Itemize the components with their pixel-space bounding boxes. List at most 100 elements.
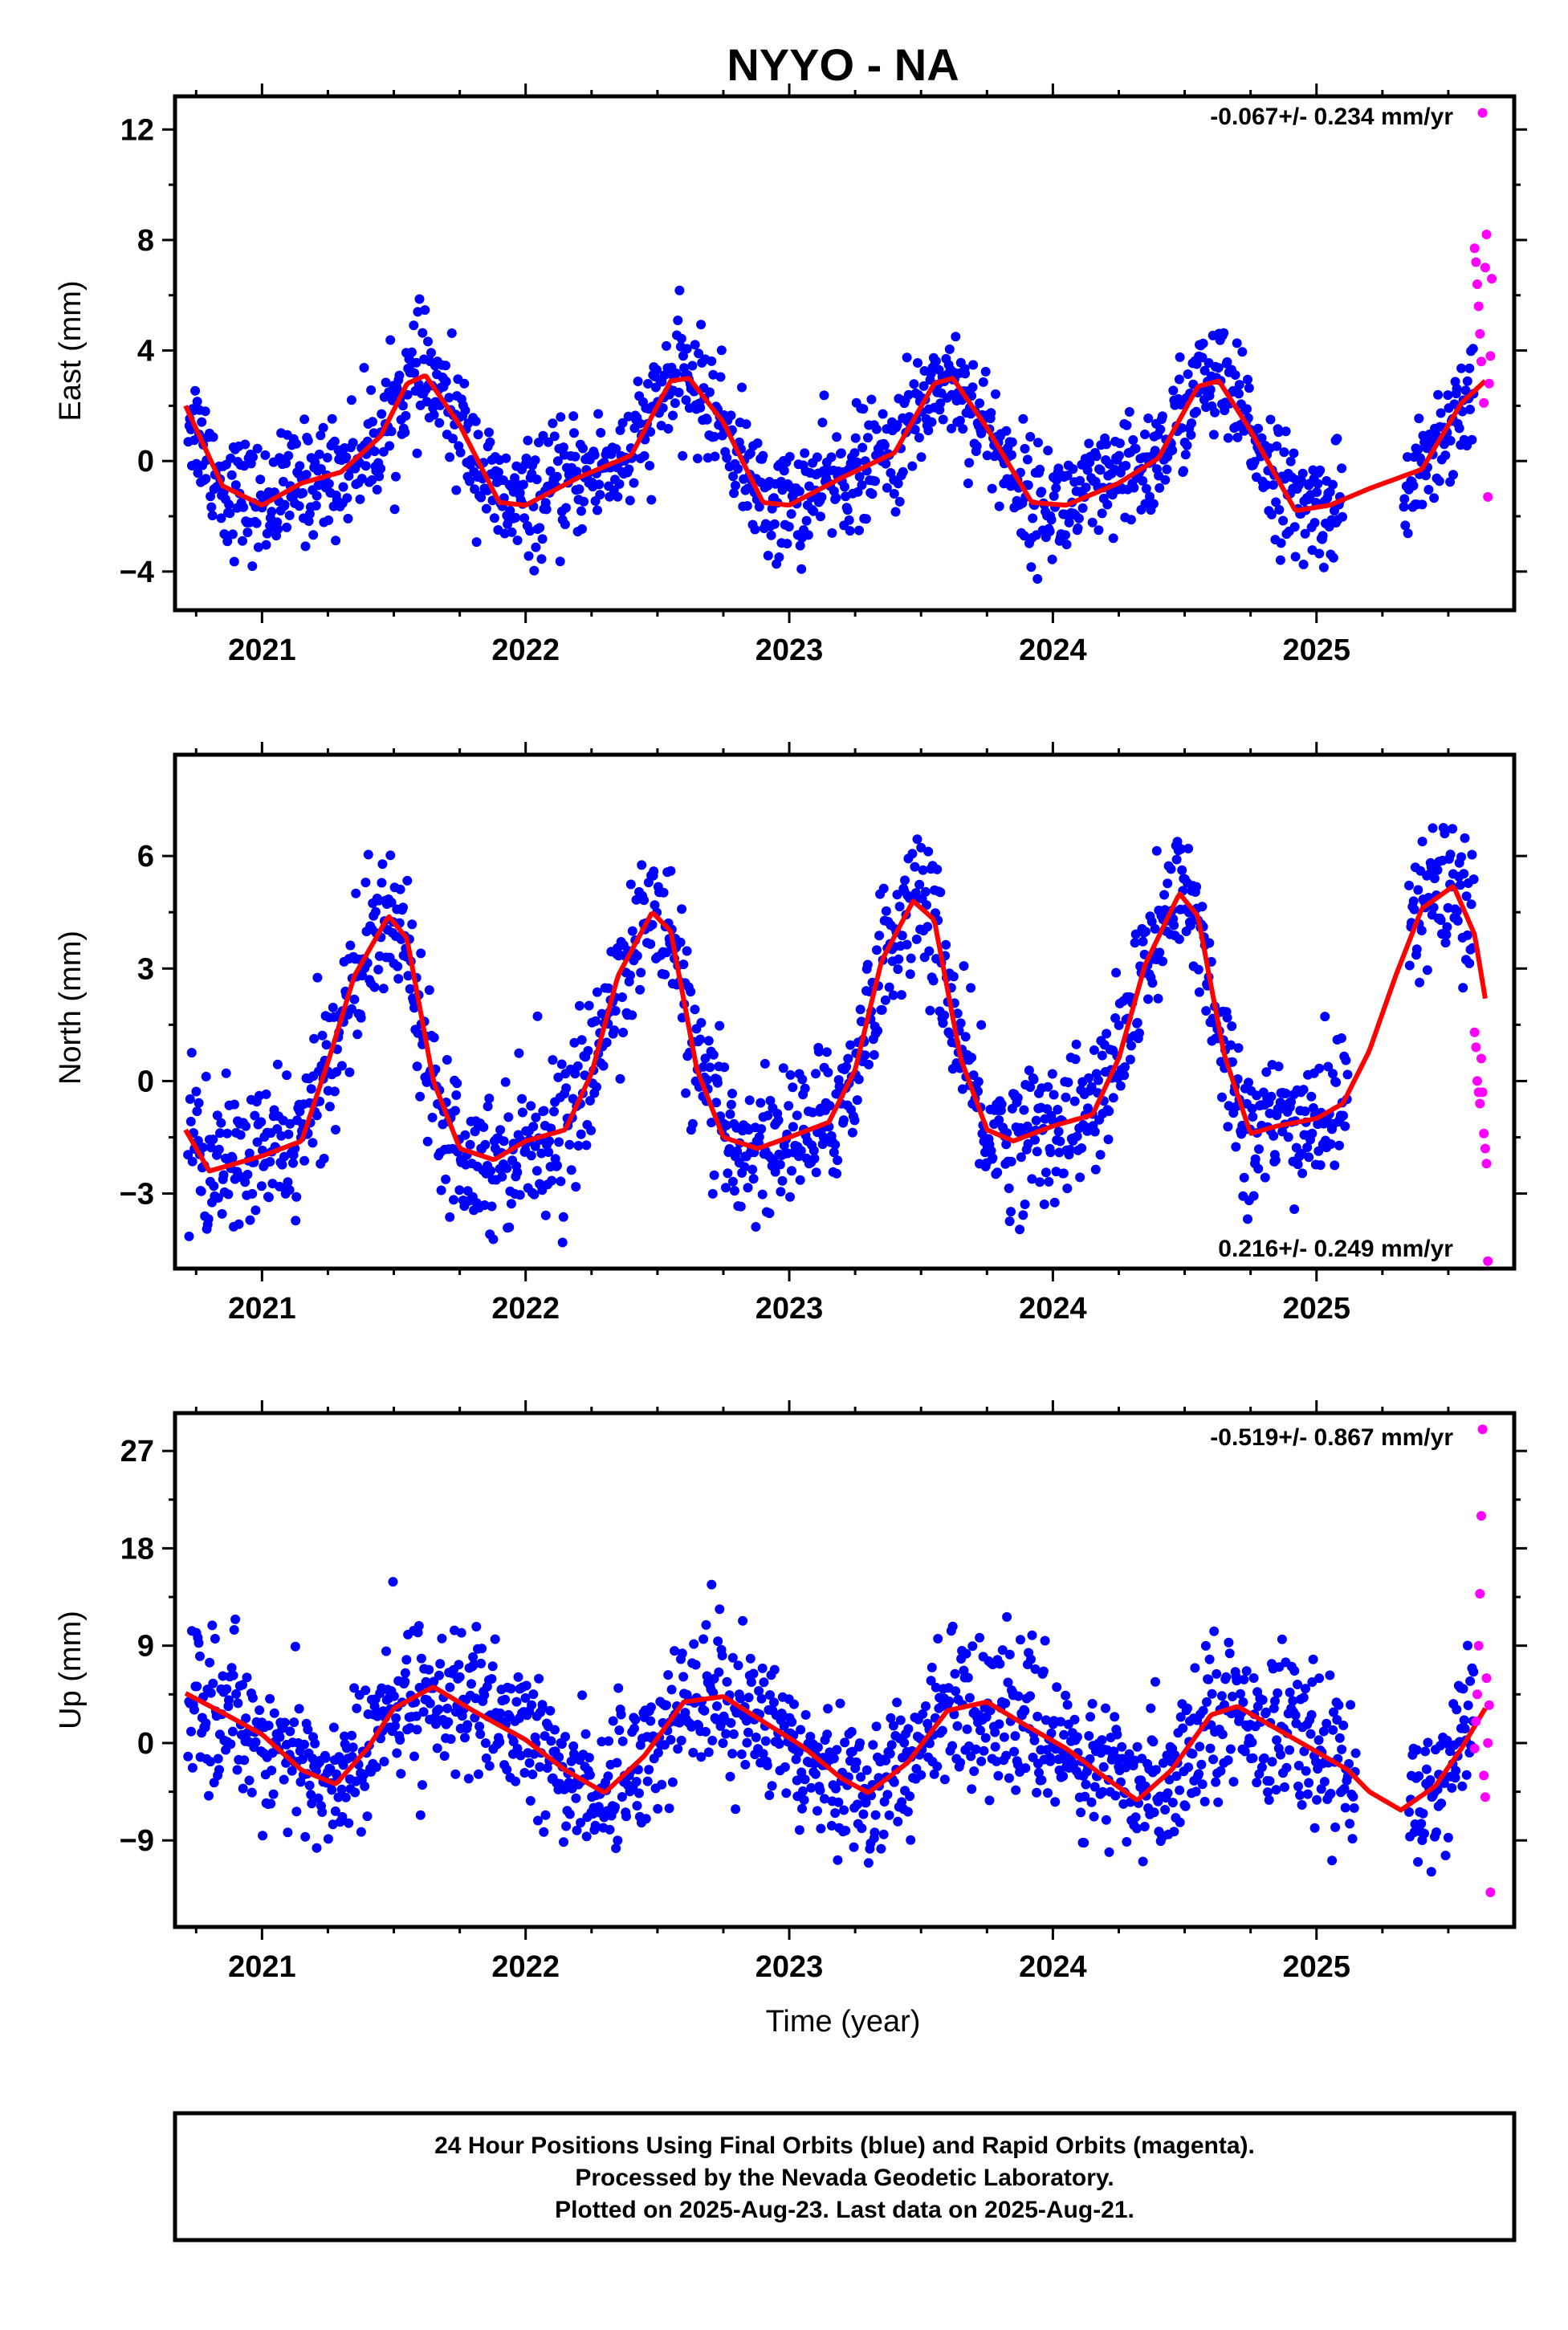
up-final-point: [984, 1795, 995, 1806]
east-y-tick-label: 0: [137, 445, 154, 479]
north-final-point: [1456, 852, 1467, 862]
north-final-point: [1125, 1054, 1135, 1065]
east-final-point: [676, 333, 686, 344]
up-final-point: [238, 1680, 247, 1690]
up-final-point: [617, 1792, 627, 1802]
north-final-point: [703, 1036, 714, 1046]
up-final-point: [813, 1806, 822, 1816]
east-final-point: [861, 514, 871, 524]
east-final-point: [1408, 480, 1419, 491]
east-final-point: [731, 480, 740, 491]
east-final-point: [1440, 450, 1451, 461]
up-final-point: [604, 1736, 614, 1746]
east-final-point: [1148, 499, 1159, 509]
up-final-point: [1199, 1796, 1210, 1807]
north-final-point: [574, 1000, 584, 1011]
east-final-point: [1289, 522, 1300, 532]
north-final-point: [966, 983, 976, 993]
east-final-point: [219, 529, 230, 540]
up-final-point: [1248, 1753, 1258, 1763]
east-final-point: [1095, 465, 1106, 475]
east-final-point: [1037, 487, 1047, 497]
up-final-point: [823, 1704, 833, 1714]
north-final-point: [894, 902, 905, 912]
east-final-point: [963, 479, 973, 488]
up-final-point: [303, 1725, 313, 1735]
up-final-point: [902, 1807, 913, 1817]
east-final-point: [558, 442, 568, 453]
north-final-point: [1006, 1156, 1016, 1167]
north-final-point: [1302, 1143, 1313, 1152]
east-final-point: [663, 424, 674, 434]
up-final-point: [1056, 1717, 1065, 1727]
up-final-point: [1151, 1676, 1160, 1687]
up-final-point: [283, 1827, 293, 1838]
east-final-point: [369, 446, 380, 457]
up-final-point: [851, 1757, 861, 1767]
north-final-point: [744, 1095, 755, 1106]
up-final-point: [299, 1739, 309, 1750]
east-final-point: [737, 382, 747, 393]
up-final-point: [1345, 1819, 1355, 1829]
east-final-point: [1114, 438, 1125, 449]
east-final-point: [1281, 426, 1291, 437]
north-final-point: [360, 878, 371, 888]
north-final-point: [1422, 965, 1432, 976]
up-final-point: [381, 1646, 391, 1656]
north-final-point: [1243, 1214, 1252, 1224]
north-final-point: [1114, 1020, 1124, 1030]
up-final-point: [664, 1803, 674, 1814]
up-final-point: [846, 1726, 857, 1737]
up-final-point: [718, 1738, 728, 1749]
footer-line-3: Plotted on 2025-Aug-23. Last data on 202…: [555, 2197, 1134, 2223]
x-axis-label: Time (year): [766, 2005, 921, 2039]
north-final-point: [549, 1106, 559, 1117]
up-final-point: [1037, 1775, 1047, 1786]
up-final-point: [226, 1663, 237, 1673]
up-final-point: [208, 1678, 218, 1688]
north-final-point: [1460, 833, 1470, 843]
up-final-point: [1170, 1750, 1180, 1760]
north-final-point: [821, 1047, 832, 1057]
north-final-point: [1468, 874, 1479, 885]
north-final-point: [923, 846, 934, 857]
north-final-point: [209, 1181, 219, 1191]
east-final-point: [902, 352, 912, 363]
east-final-point: [1328, 552, 1338, 563]
up-final-point: [769, 1697, 779, 1708]
east-rate-label: -0.067+/- 0.234 mm/yr: [1210, 104, 1453, 130]
up-final-point: [727, 1749, 738, 1759]
up-final-point: [456, 1627, 466, 1638]
north-final-point: [576, 1129, 586, 1139]
north-final-point: [1077, 1143, 1087, 1153]
north-final-point: [1331, 1077, 1342, 1087]
north-final-point: [235, 1130, 246, 1140]
north-final-point: [552, 1160, 562, 1171]
east-final-point: [1232, 432, 1243, 442]
up-final-point: [577, 1690, 588, 1701]
east-final-point: [512, 536, 523, 545]
east-final-point: [312, 491, 322, 501]
up-final-point: [323, 1834, 333, 1844]
east-y-tick-label: 8: [137, 224, 154, 258]
north-final-point: [1177, 865, 1187, 875]
up-final-point: [921, 1701, 931, 1711]
north-final-point: [502, 1163, 512, 1173]
up-final-point: [994, 1719, 1004, 1729]
east-final-points: [183, 285, 1479, 584]
north-final-point: [719, 1062, 730, 1073]
north-final-point: [1115, 1081, 1126, 1091]
north-final-point: [869, 1049, 879, 1060]
east-final-point: [273, 524, 283, 534]
east-final-point: [493, 467, 503, 478]
east-final-point: [261, 540, 271, 550]
north-final-point: [329, 1086, 340, 1097]
north-final-point: [345, 940, 356, 951]
up-final-point: [527, 1700, 537, 1710]
north-final-point: [880, 995, 890, 1005]
east-final-point: [652, 365, 662, 375]
up-final-point: [1175, 1817, 1185, 1827]
up-final-point: [1027, 1630, 1037, 1640]
east-final-point: [960, 369, 971, 379]
up-final-point: [490, 1634, 500, 1644]
